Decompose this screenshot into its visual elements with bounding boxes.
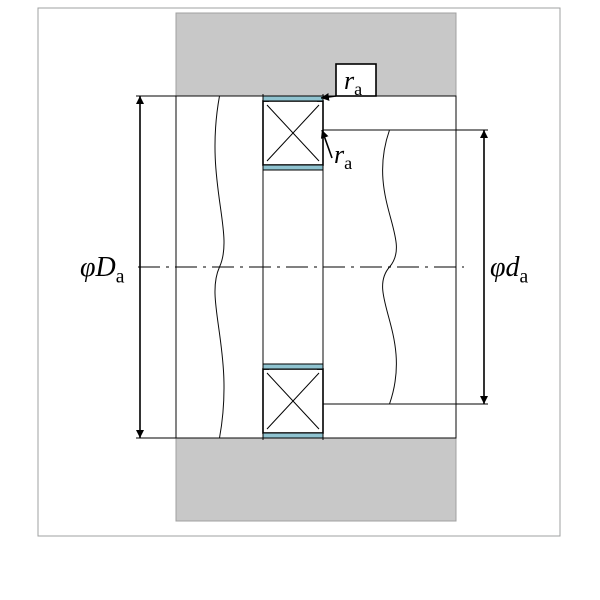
label-Da-sym: φD xyxy=(80,252,116,283)
label-ra-boxed: ra xyxy=(344,66,362,100)
label-da: φda xyxy=(490,252,528,289)
label-da-sub: a xyxy=(520,267,529,288)
label-da-sym: φd xyxy=(490,252,520,283)
label-ra2-sub: a xyxy=(344,153,352,173)
label-ra1-sym: r xyxy=(344,66,354,95)
label-Da: φDa xyxy=(80,252,124,289)
label-Da-sub: a xyxy=(116,267,125,288)
label-ra2-sym: r xyxy=(334,140,344,169)
label-ra1-sub: a xyxy=(354,79,362,99)
bearing-diagram: φDa φda ra ra xyxy=(0,0,600,600)
label-ra-inner: ra xyxy=(334,140,352,174)
